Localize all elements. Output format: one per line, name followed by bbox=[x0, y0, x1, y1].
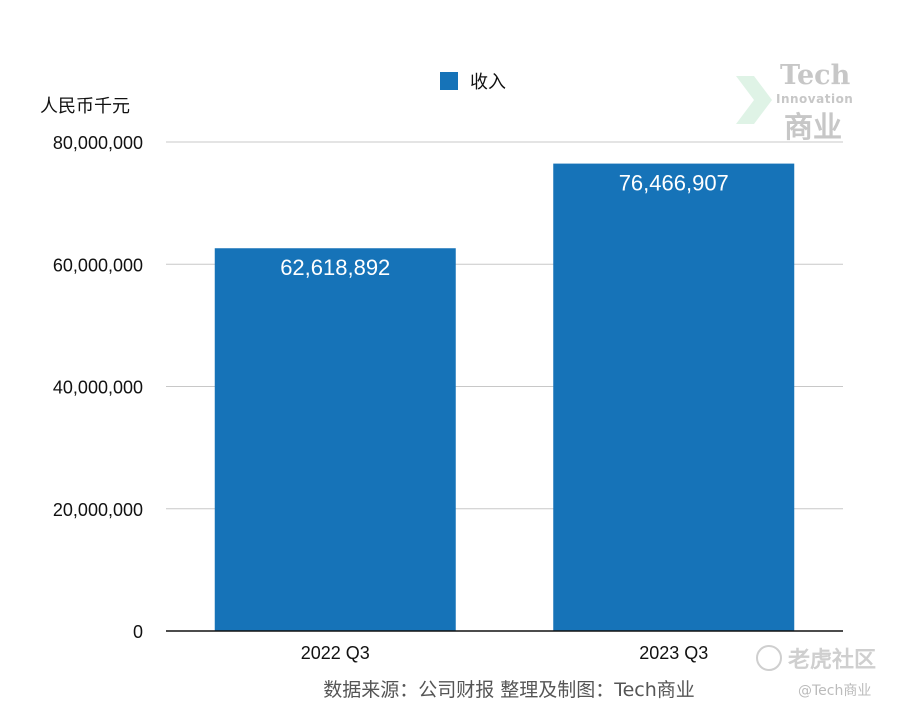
data-label: 62,618,892 bbox=[280, 255, 390, 280]
bar bbox=[214, 248, 456, 632]
legend-swatch bbox=[440, 72, 458, 90]
data-label: 76,466,907 bbox=[619, 171, 729, 196]
x-tick-label: 2023 Q3 bbox=[639, 643, 708, 663]
tiger-watermark: 老虎社区 bbox=[756, 642, 876, 674]
y-tick-label: 40,000,000 bbox=[53, 378, 143, 398]
watermark-tech-en: Tech bbox=[780, 60, 851, 91]
y-axis-unit-label: 人民币千元 bbox=[40, 96, 130, 117]
tech-watermark: Tech Innovation 商业 bbox=[732, 60, 862, 144]
watermark-tech-cn: 商业 bbox=[784, 110, 843, 144]
tiger-logo-icon bbox=[756, 645, 782, 671]
watermark-tech-sub: Innovation bbox=[776, 92, 854, 106]
bar bbox=[553, 163, 795, 632]
y-tick-label: 80,000,000 bbox=[53, 133, 143, 153]
watermark-handle: @Tech商业 bbox=[798, 683, 872, 699]
arrow-logo-icon bbox=[736, 76, 772, 124]
source-note: 数据来源：公司财报 整理及制图：Tech商业 bbox=[323, 679, 695, 701]
chart-legend: 收入 bbox=[440, 68, 506, 94]
y-tick-label: 20,000,000 bbox=[53, 500, 143, 520]
watermark-tiger: 老虎社区 bbox=[788, 648, 877, 673]
y-tick-label: 60,000,000 bbox=[53, 255, 143, 275]
x-tick-label: 2022 Q3 bbox=[301, 643, 370, 663]
y-tick-label: 0 bbox=[133, 622, 143, 642]
legend-label: 收入 bbox=[470, 72, 506, 93]
